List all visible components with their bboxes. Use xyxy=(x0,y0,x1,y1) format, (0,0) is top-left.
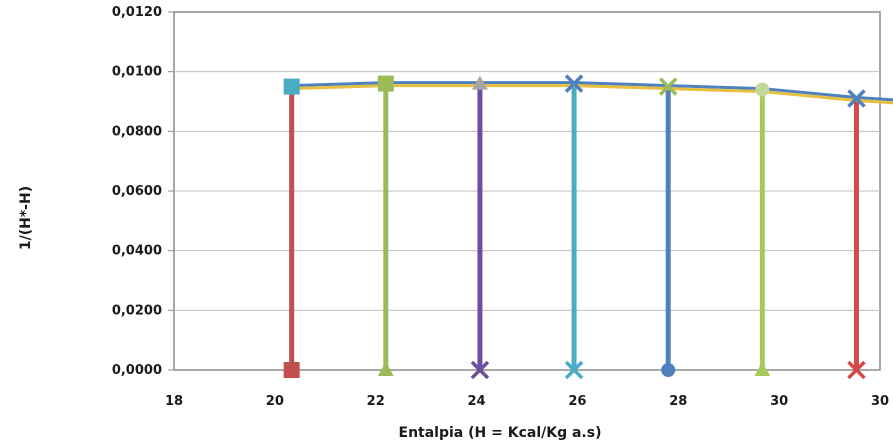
vertical-base-marker xyxy=(661,363,676,377)
vertical-base-marker xyxy=(847,360,866,380)
x-tick-label: 20 xyxy=(266,394,284,409)
y-axis-title: 1/(H*-H) xyxy=(18,186,34,250)
vertical-series xyxy=(283,83,866,380)
vertical-base-marker xyxy=(754,362,771,376)
x-tick-label: 26 xyxy=(568,394,586,409)
y-tick-labels: 0,0000 0,0200 0,0400 0,0600 0,0800 0,0100 0,01… xyxy=(112,5,162,378)
vertical-base-marker xyxy=(283,362,300,378)
y-tick-label: 0,0000 xyxy=(112,363,162,378)
curve-point-marker xyxy=(564,74,584,93)
x-tick-label: 30 xyxy=(871,394,889,409)
vertical-base-marker xyxy=(470,360,490,380)
curve-point-marker xyxy=(377,75,394,92)
x-tick-label: 24 xyxy=(468,394,486,409)
vertical-base-marker xyxy=(377,362,394,376)
y-tick-label: 0,0800 xyxy=(112,124,162,139)
curve-point-marker xyxy=(471,75,488,90)
curve-point-marker xyxy=(283,78,300,95)
y-tick-label: 0,0200 xyxy=(112,303,162,318)
y-tick-label: 0,0100 xyxy=(112,65,162,80)
x-tick-labels: 18 20 22 24 26 28 30 30 xyxy=(165,394,889,409)
vertical-base-marker xyxy=(564,360,584,380)
markers xyxy=(283,74,866,108)
x-tick-label: 28 xyxy=(669,394,687,409)
y-tick-label: 0,0120 xyxy=(112,5,162,20)
x-tick-label: 30 xyxy=(770,394,788,409)
curve-line xyxy=(291,84,893,105)
x-tick-label: 18 xyxy=(165,394,183,409)
curve-line xyxy=(291,81,893,102)
x-axis-title: Entalpia (H = Kcal/Kg a.s) xyxy=(399,425,602,441)
curve-point-marker xyxy=(847,89,866,108)
curve-point-marker xyxy=(755,82,770,97)
x-tick-label: 22 xyxy=(367,394,385,409)
y-tick-label: 0,0600 xyxy=(112,184,162,199)
y-tick-label: 0,0400 xyxy=(112,244,162,259)
curve-series xyxy=(291,81,893,105)
curve-point-marker xyxy=(658,77,678,96)
